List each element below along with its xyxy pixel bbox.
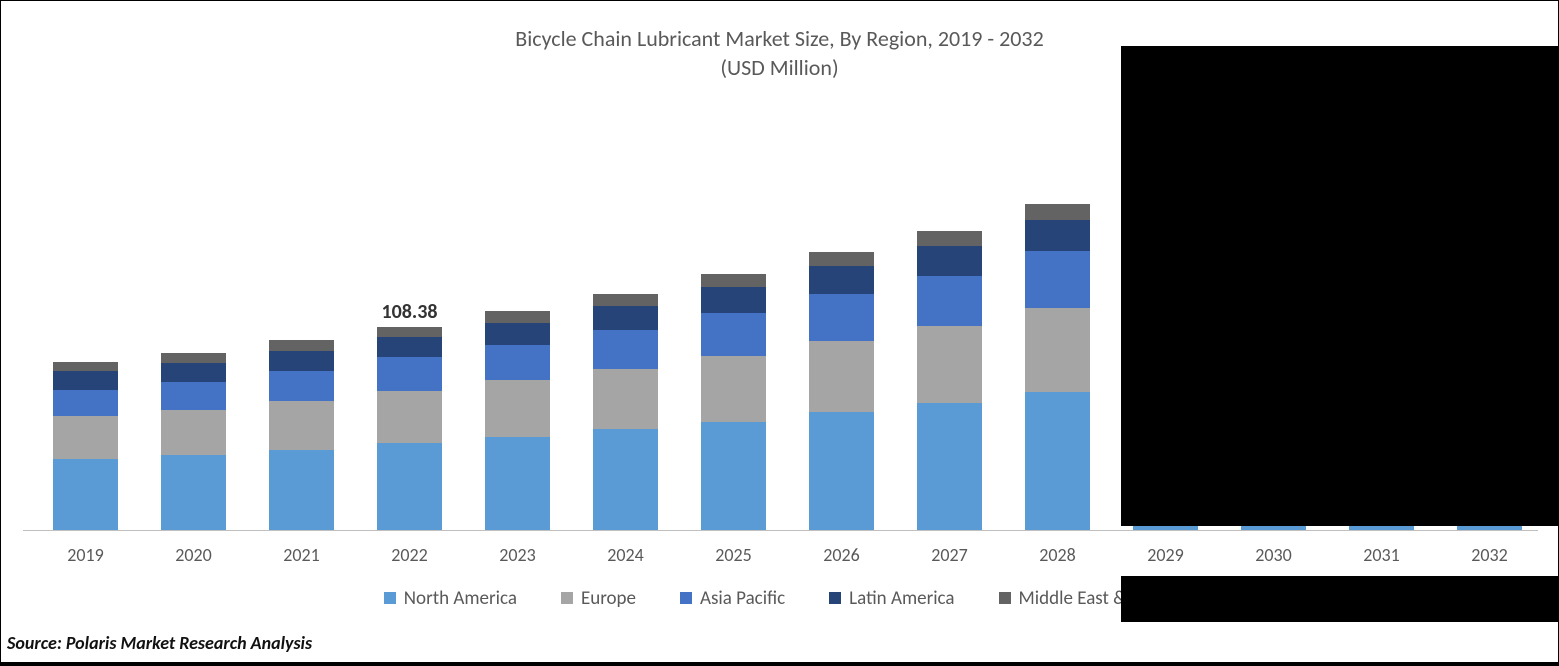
- legend-swatch: [680, 592, 692, 604]
- bar-segment: [161, 353, 226, 363]
- bar-segment: [377, 357, 442, 391]
- bar-segment: [1025, 392, 1090, 530]
- x-axis-label: 2024: [573, 544, 678, 566]
- bar-segment: [377, 337, 442, 358]
- bar-group: [593, 294, 658, 530]
- bar-segment: [809, 252, 874, 266]
- x-axis-label: 2020: [141, 544, 246, 566]
- black-overlay: [1121, 46, 1559, 526]
- bar-segment: [917, 326, 982, 403]
- bar-segment: [269, 340, 334, 350]
- bar-segment: [701, 313, 766, 356]
- black-overlay: [1121, 576, 1559, 622]
- bar-segment: [269, 351, 334, 372]
- bar-group: [809, 252, 874, 530]
- bar-segment: [485, 323, 550, 345]
- legend-swatch: [829, 592, 841, 604]
- x-axis-label: 2021: [249, 544, 354, 566]
- bar-segment: [1025, 251, 1090, 307]
- bar-segment: [593, 330, 658, 369]
- bar-segment: [53, 362, 118, 371]
- bar-segment: [701, 274, 766, 287]
- x-axis-label: 2026: [789, 544, 894, 566]
- bar-group: [269, 340, 334, 530]
- bar-segment: [701, 287, 766, 313]
- x-axis-label: 2029: [1113, 544, 1218, 566]
- legend-swatch: [999, 592, 1011, 604]
- bar-group: [377, 327, 442, 530]
- bar-group: [485, 311, 550, 530]
- legend-item: North America: [384, 587, 517, 610]
- bar-segment: [377, 327, 442, 336]
- bar-segment: [809, 266, 874, 294]
- legend-label: North America: [404, 587, 517, 610]
- bar-segment: [809, 412, 874, 530]
- bar-segment: [269, 371, 334, 401]
- bar-segment: [809, 294, 874, 341]
- legend-label: Europe: [581, 587, 636, 610]
- x-axis-label: 2025: [681, 544, 786, 566]
- bar-segment: [1025, 220, 1090, 252]
- data-label: 108.38: [367, 300, 452, 324]
- legend-label: Latin America: [849, 587, 954, 610]
- bar-segment: [377, 443, 442, 530]
- bar-segment: [917, 231, 982, 246]
- x-axis: 2019202020212022202320242025202620272028…: [23, 536, 1538, 566]
- bar-segment: [161, 382, 226, 410]
- bar-group: [1025, 204, 1090, 530]
- bar-segment: [593, 306, 658, 330]
- bar-segment: [1025, 204, 1090, 220]
- x-axis-label: 2022: [357, 544, 462, 566]
- x-axis-label: 2028: [1005, 544, 1110, 566]
- x-axis-label: 2030: [1221, 544, 1326, 566]
- x-axis-label: 2031: [1329, 544, 1434, 566]
- legend-item: Latin America: [829, 587, 954, 610]
- bar-group: [917, 231, 982, 530]
- bar-segment: [917, 246, 982, 276]
- bar-segment: [161, 363, 226, 383]
- bar-segment: [809, 341, 874, 412]
- bar-segment: [485, 311, 550, 322]
- legend-item: Asia Pacific: [680, 587, 785, 610]
- bar-segment: [485, 345, 550, 381]
- bar-segment: [161, 455, 226, 530]
- bar-segment: [593, 294, 658, 306]
- legend-item: Europe: [561, 587, 636, 610]
- chart-container: Bicycle Chain Lubricant Market Size, By …: [0, 0, 1559, 666]
- legend-swatch: [384, 592, 396, 604]
- bar-segment: [593, 429, 658, 530]
- legend-swatch: [561, 592, 573, 604]
- legend-label: Asia Pacific: [700, 587, 785, 610]
- bar-segment: [1025, 308, 1090, 392]
- bar-segment: [701, 356, 766, 421]
- bar-segment: [485, 437, 550, 530]
- x-axis-label: 2032: [1437, 544, 1542, 566]
- bar-segment: [917, 403, 982, 530]
- bar-segment: [53, 459, 118, 530]
- bar-segment: [53, 390, 118, 416]
- x-axis-label: 2027: [897, 544, 1002, 566]
- bar-segment: [917, 276, 982, 326]
- x-axis-label: 2019: [33, 544, 138, 566]
- source-attribution: Source: Polaris Market Research Analysis: [7, 632, 312, 654]
- bar-group: [701, 274, 766, 530]
- bar-segment: [701, 422, 766, 530]
- bar-segment: [377, 391, 442, 443]
- bar-segment: [269, 450, 334, 530]
- x-axis-label: 2023: [465, 544, 570, 566]
- bar-segment: [53, 371, 118, 390]
- bar-segment: [269, 401, 334, 450]
- bar-segment: [485, 380, 550, 436]
- bar-segment: [161, 410, 226, 455]
- bar-group: [161, 353, 226, 530]
- bar-group: [53, 362, 118, 530]
- bar-segment: [53, 416, 118, 459]
- bar-segment: [593, 369, 658, 429]
